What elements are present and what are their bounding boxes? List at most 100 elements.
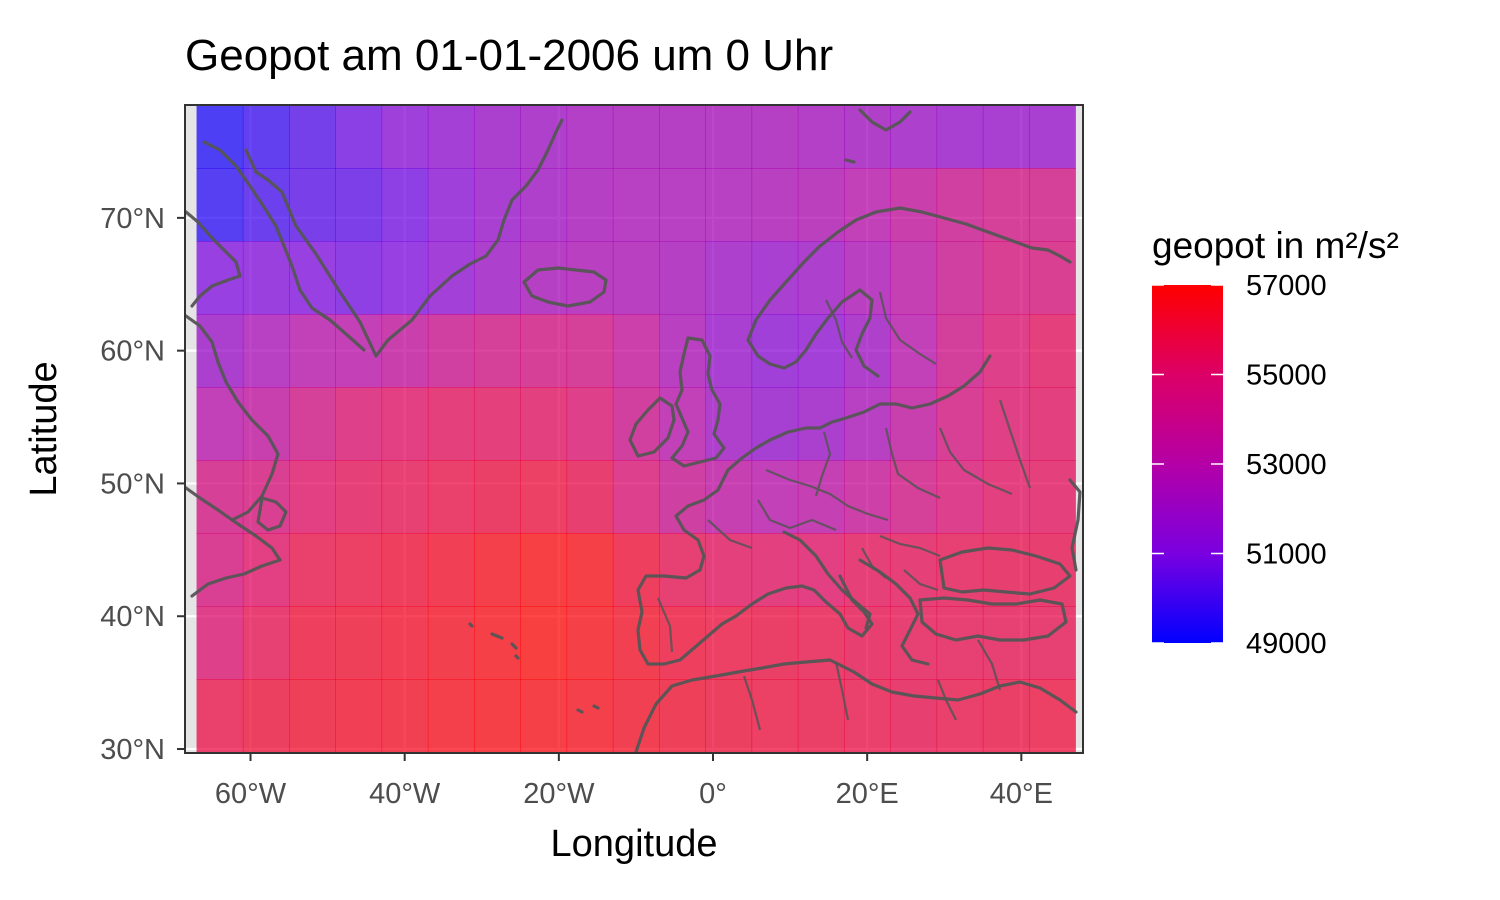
heatmap-cell <box>844 679 891 753</box>
heatmap-cell <box>335 679 383 753</box>
greenland-west-coast <box>202 140 366 352</box>
heatmap-cell <box>612 606 660 680</box>
heatmap-cell <box>612 679 660 753</box>
heatmap-cell <box>381 168 429 242</box>
heatmap-cell <box>936 460 984 534</box>
legend: geopot in m²/s² 57000 55000 53000 51000 4900… <box>1152 225 1399 660</box>
heatmap-cell <box>890 606 938 680</box>
heatmap-cell <box>520 460 568 534</box>
heatmap-cell <box>982 606 1030 680</box>
heatmap-cell <box>890 314 938 388</box>
x-axis: 60°W 40°W 20°W 0° 20°E 40°E <box>215 753 1053 810</box>
x-tick-label: 0° <box>699 778 727 810</box>
heatmap-cell <box>474 314 521 388</box>
chart-title: Geopot am 01-01-2006 um 0 Uhr <box>185 31 833 80</box>
heatmap-cell <box>1029 387 1076 461</box>
heatmap-cell <box>335 168 383 242</box>
canary-islands <box>576 704 600 714</box>
north-africa-coastline <box>634 658 1078 753</box>
heatmap-cell <box>705 314 753 388</box>
heatmap-cell <box>427 533 475 607</box>
y-tick-label: 50°N <box>100 468 165 500</box>
heatmap-cell <box>982 679 1030 753</box>
heatmap-cell <box>520 168 568 242</box>
heatmap-cell <box>289 460 336 534</box>
heatmap-cell <box>381 679 429 753</box>
legend-tick-label: 57000 <box>1246 270 1327 302</box>
heatmap-cell <box>474 533 521 607</box>
y-tick-label: 60°N <box>100 336 165 368</box>
heatmap-cell <box>335 460 383 534</box>
heatmap-cell <box>936 679 984 753</box>
heatmap-cell <box>890 387 938 461</box>
heatmap-cell <box>566 533 614 607</box>
heatmap-cell <box>242 314 290 388</box>
legend-tick-label: 53000 <box>1246 449 1327 481</box>
heatmap-cell <box>612 241 660 315</box>
heatmap-cell <box>982 241 1030 315</box>
heatmap-cell <box>705 679 753 753</box>
x-tick-label: 40°E <box>990 778 1053 810</box>
heatmap-cell <box>751 387 799 461</box>
heatmap-cell <box>844 241 891 315</box>
heatmap-cell <box>705 168 753 242</box>
heatmap-cell <box>520 606 568 680</box>
heatmap-cell <box>751 533 799 607</box>
country-borders <box>656 291 1032 731</box>
heatmap-cell <box>335 105 383 169</box>
x-tick-label: 20°W <box>523 778 595 810</box>
turkey-coastline <box>918 596 1068 642</box>
heatmap-cell <box>844 460 891 534</box>
scandinavia-coastline <box>746 206 1072 378</box>
heatmap-cell <box>566 105 614 169</box>
heatmap-cell <box>520 533 568 607</box>
heatmap-cell <box>751 679 799 753</box>
y-tick-label: 70°N <box>100 203 165 235</box>
heatmap-cell <box>705 105 753 169</box>
heatmap-cell <box>936 105 984 169</box>
heatmap-cell <box>612 105 660 169</box>
heatmap-cell <box>982 168 1030 242</box>
heatmap-cell <box>474 241 521 315</box>
heatmap-cell <box>890 533 938 607</box>
heatmap-cell <box>982 533 1030 607</box>
panel-border <box>184 104 1084 754</box>
heatmap-cell <box>982 105 1030 169</box>
heatmap-cell <box>566 606 614 680</box>
heatmap-cell <box>289 314 336 388</box>
heatmap-cell <box>1029 679 1076 753</box>
iceland-coastline <box>522 266 608 308</box>
heatmap-cell <box>474 387 521 461</box>
heatmap-cell <box>242 679 290 753</box>
heatmap-cell <box>705 533 753 607</box>
heatmap-cell <box>427 105 475 169</box>
heatmap-cell <box>797 241 845 315</box>
baffin-coastline <box>185 210 280 522</box>
heatmap-cell <box>936 533 984 607</box>
heatmap-cell <box>705 460 753 534</box>
basemap-outlines <box>185 108 1082 753</box>
heatmap-cell <box>427 606 475 680</box>
heatmap-cell <box>427 460 475 534</box>
heatmap-cell <box>566 314 614 388</box>
svalbard-coastline <box>844 108 912 164</box>
legend-tick-label: 49000 <box>1246 628 1327 660</box>
heatmap-cell <box>659 314 706 388</box>
heatmap-cell <box>520 679 568 753</box>
heatmap-cell <box>427 314 475 388</box>
heatmap-cell <box>797 105 845 169</box>
heatmap-cell <box>335 387 383 461</box>
heatmap-cell <box>381 241 429 315</box>
heatmap-cell <box>566 679 614 753</box>
heatmap-cell <box>196 105 244 169</box>
heatmap-cell <box>612 533 660 607</box>
heatmap-cell <box>427 387 475 461</box>
legend-title: geopot in m²/s² <box>1152 225 1399 266</box>
heatmap-cell <box>1029 460 1076 534</box>
heatmap-cell <box>1029 314 1076 388</box>
british-isles-coastline <box>628 336 726 468</box>
continental-europe-coastline <box>636 354 992 666</box>
heatmap-cell <box>890 679 938 753</box>
y-axis-title: Latitude <box>23 361 65 496</box>
heatmap-cell <box>289 168 336 242</box>
